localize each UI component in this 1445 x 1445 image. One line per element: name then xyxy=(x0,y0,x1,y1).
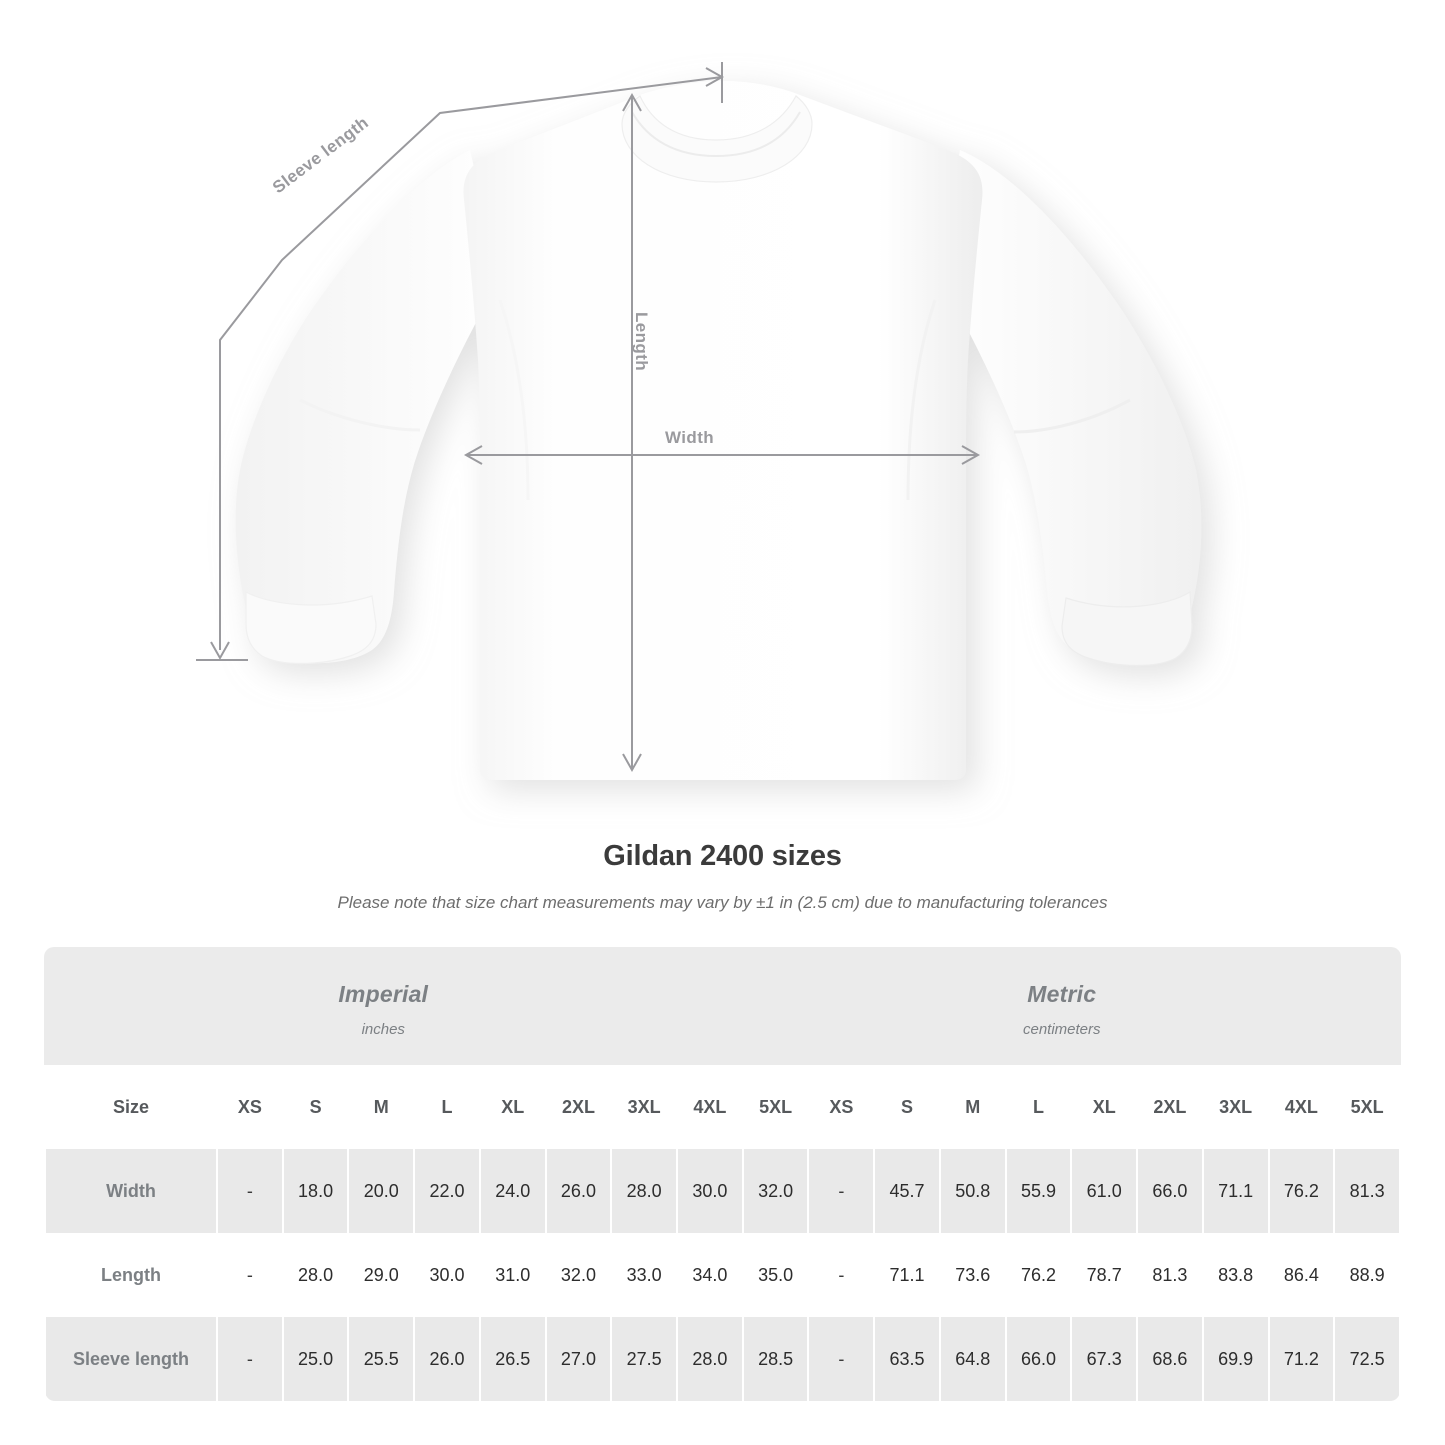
size-column-header: M xyxy=(938,1065,1007,1149)
measurement-row-label: Sleeve length xyxy=(44,1317,218,1401)
dimension-lines xyxy=(196,62,978,770)
measurement-cell: 28.0 xyxy=(676,1317,744,1401)
measurement-cell: - xyxy=(807,1317,876,1401)
size-column-header: 2XL xyxy=(1136,1065,1204,1149)
measurement-cell: 29.0 xyxy=(347,1233,416,1317)
measurement-cell: 27.5 xyxy=(610,1317,679,1401)
size-column-header: XS xyxy=(807,1065,876,1149)
measurement-cell: 86.4 xyxy=(1267,1233,1336,1317)
measurement-cell: 26.0 xyxy=(544,1149,613,1233)
measurement-cell: 64.8 xyxy=(938,1317,1007,1401)
measurement-cell: - xyxy=(216,1317,284,1401)
table-row: Sleeve length -25.0 25.5 26.0 26.5 27.0 27.5 28… xyxy=(44,1317,1401,1401)
size-chart-table: Imperial inches Metric centimeters Size … xyxy=(44,947,1401,1401)
table-row: Length -28.0 29.0 30.0 31.0 32.0 33.0 34.0 35.0-… xyxy=(44,1233,1401,1317)
unit-imperial-name: Imperial xyxy=(338,980,429,1007)
size-column-header: L xyxy=(1004,1065,1073,1149)
unit-imperial: Imperial inches xyxy=(44,947,723,1065)
size-column-header: XS xyxy=(216,1065,284,1149)
size-column-header: 3XL xyxy=(1201,1065,1270,1149)
measurement-cell: 76.2 xyxy=(1267,1149,1336,1233)
measurement-cell: 22.0 xyxy=(413,1149,481,1233)
measurement-cell: - xyxy=(216,1233,284,1317)
measurement-cell: 20.0 xyxy=(347,1149,416,1233)
table-header-row: Size XS S M L XL 2XL 3XL 4XL 5XL XS S M L XL 2XL 3XL 4XL… xyxy=(44,1065,1401,1149)
measurements-table: Size XS S M L XL 2XL 3XL 4XL 5XL XS S M L XL 2XL 3XL 4XL… xyxy=(44,1065,1401,1401)
measurement-cell: 55.9 xyxy=(1004,1149,1073,1233)
unit-metric-sub: centimeters xyxy=(1022,1020,1101,1038)
size-column-header: 5XL xyxy=(741,1065,810,1149)
measurement-cell: 81.3 xyxy=(1136,1233,1204,1317)
measurement-cell: 25.5 xyxy=(347,1317,416,1401)
measurement-cell: 73.6 xyxy=(938,1233,1007,1317)
measurement-cell: 27.0 xyxy=(544,1317,613,1401)
measurement-cell: 45.7 xyxy=(873,1149,941,1233)
size-column-header: S xyxy=(873,1065,941,1149)
dimension-arrowheads xyxy=(210,67,981,773)
measurement-cell: 69.9 xyxy=(1201,1317,1270,1401)
measurement-cell: 32.0 xyxy=(741,1149,810,1233)
measurement-cell: 34.0 xyxy=(676,1233,744,1317)
measurement-cell: 67.3 xyxy=(1070,1317,1139,1401)
measurement-cell: 83.8 xyxy=(1201,1233,1270,1317)
size-column-header: 4XL xyxy=(1267,1065,1336,1149)
table-corner-label: Size xyxy=(44,1065,218,1149)
tolerance-note: Please note that size chart measurements… xyxy=(337,893,1108,912)
unit-system-header: Imperial inches Metric centimeters xyxy=(44,947,1401,1065)
measurement-cell: 61.0 xyxy=(1070,1149,1139,1233)
measurement-cell: 30.0 xyxy=(676,1149,744,1233)
measurement-cell: - xyxy=(216,1149,284,1233)
measurement-cell: 63.5 xyxy=(873,1317,941,1401)
page-title: Gildan 2400 sizes xyxy=(603,840,842,872)
measurement-cell: - xyxy=(807,1149,876,1233)
measurement-cell: 81.3 xyxy=(1333,1149,1401,1233)
size-column-header: L xyxy=(413,1065,481,1149)
measurement-cell: 78.7 xyxy=(1070,1233,1139,1317)
measurement-cell: 31.0 xyxy=(478,1233,547,1317)
measurement-row-label: Width xyxy=(44,1149,218,1233)
measurement-cell: 72.5 xyxy=(1333,1317,1401,1401)
measurement-cell: 28.5 xyxy=(741,1317,810,1401)
measurement-cell: 68.6 xyxy=(1136,1317,1204,1401)
measurement-cell: 88.9 xyxy=(1333,1233,1401,1317)
unit-metric: Metric centimeters xyxy=(723,947,1402,1065)
shirt-shape xyxy=(235,80,1202,780)
unit-metric-name: Metric xyxy=(1027,980,1097,1007)
measurement-cell: 35.0 xyxy=(741,1233,810,1317)
size-column-header: 3XL xyxy=(610,1065,679,1149)
measurement-cell: 28.0 xyxy=(610,1149,679,1233)
measurement-cell: 50.8 xyxy=(938,1149,1007,1233)
measurement-cell: 26.0 xyxy=(413,1317,481,1401)
measurement-cell: 25.0 xyxy=(281,1317,350,1401)
measurement-cell: 33.0 xyxy=(610,1233,679,1317)
size-column-header: M xyxy=(347,1065,416,1149)
garment-illustration xyxy=(196,62,1202,780)
measurement-cell: 24.0 xyxy=(478,1149,547,1233)
measurement-cell: 66.0 xyxy=(1136,1149,1204,1233)
garment-diagram: Sleeve length Length Width xyxy=(196,62,1202,780)
measurement-cell: 66.0 xyxy=(1004,1317,1073,1401)
measurement-cell: 71.1 xyxy=(873,1233,941,1317)
measurement-cell: 76.2 xyxy=(1004,1233,1073,1317)
table-row: Width -18.0 20.0 22.0 24.0 26.0 28.0 30.0 32.0-4… xyxy=(44,1149,1401,1233)
unit-imperial-sub: inches xyxy=(361,1020,405,1038)
size-column-header: XL xyxy=(478,1065,547,1149)
size-column-header: XL xyxy=(1070,1065,1139,1149)
measurement-cell: 71.1 xyxy=(1201,1149,1270,1233)
measurement-cell: 30.0 xyxy=(413,1233,481,1317)
measurement-row-label: Length xyxy=(44,1233,218,1317)
size-column-header: 2XL xyxy=(544,1065,613,1149)
size-column-header: 4XL xyxy=(676,1065,744,1149)
size-column-header: 5XL xyxy=(1333,1065,1401,1149)
length-dimension-label: Length xyxy=(632,312,651,372)
measurement-cell: 18.0 xyxy=(281,1149,350,1233)
measurement-cell: 28.0 xyxy=(281,1233,350,1317)
measurement-cell: 32.0 xyxy=(544,1233,613,1317)
title-block: Gildan 2400 sizes Please note that size … xyxy=(0,840,1445,913)
measurement-cell: 26.5 xyxy=(478,1317,547,1401)
measurement-cell: 71.2 xyxy=(1267,1317,1336,1401)
width-dimension-label: Width xyxy=(665,428,715,447)
measurement-cell: - xyxy=(807,1233,876,1317)
size-column-header: S xyxy=(281,1065,350,1149)
